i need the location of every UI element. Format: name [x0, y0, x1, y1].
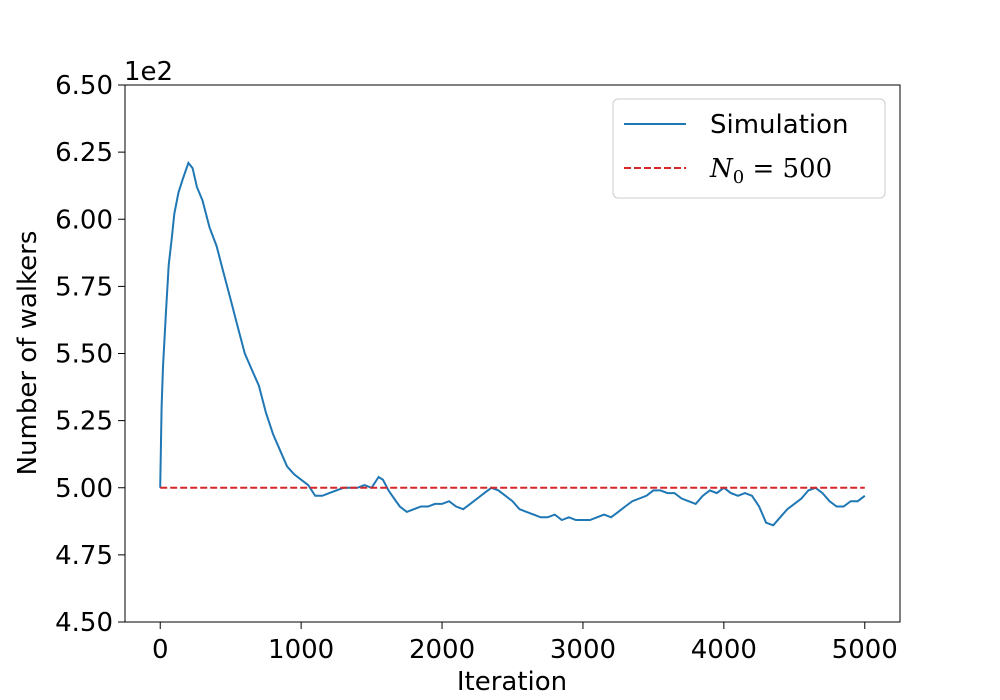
legend-label-1: N0 = 500: [709, 154, 832, 188]
y-tick-label: 6.50: [55, 71, 113, 101]
y-tick-label: 5.25: [55, 407, 113, 437]
x-tick-label: 4000: [691, 635, 757, 665]
x-tick-label: 2000: [409, 635, 475, 665]
offset-text: 1e2: [124, 57, 173, 87]
x-tick-label: 3000: [550, 635, 616, 665]
y-tick-label: 5.75: [55, 272, 113, 302]
y-tick-label: 5.00: [55, 474, 113, 504]
y-tick-label: 5.50: [55, 340, 113, 370]
y-tick-label: 6.00: [55, 205, 113, 235]
y-axis-ticks: 4.50 4.75 5.00 5.25 5.50 5.75 6.00 6.25 6.50: [55, 71, 125, 638]
y-tick-label: 4.50: [55, 608, 113, 638]
x-axis-label: Iteration: [457, 667, 567, 697]
x-tick-label: 5000: [832, 635, 898, 665]
y-tick-label: 4.75: [55, 541, 113, 571]
y-tick-label: 6.25: [55, 138, 113, 168]
x-tick-label: 1000: [268, 635, 334, 665]
legend: Simulation N0 = 500: [612, 98, 886, 199]
legend-label-0: Simulation: [710, 110, 849, 140]
x-tick-label: 0: [152, 635, 169, 665]
x-axis-ticks: 0 1000 2000 3000 4000 5000: [152, 622, 898, 665]
y-axis-label: Number of walkers: [13, 231, 43, 476]
series-line-0: [159, 160, 866, 527]
